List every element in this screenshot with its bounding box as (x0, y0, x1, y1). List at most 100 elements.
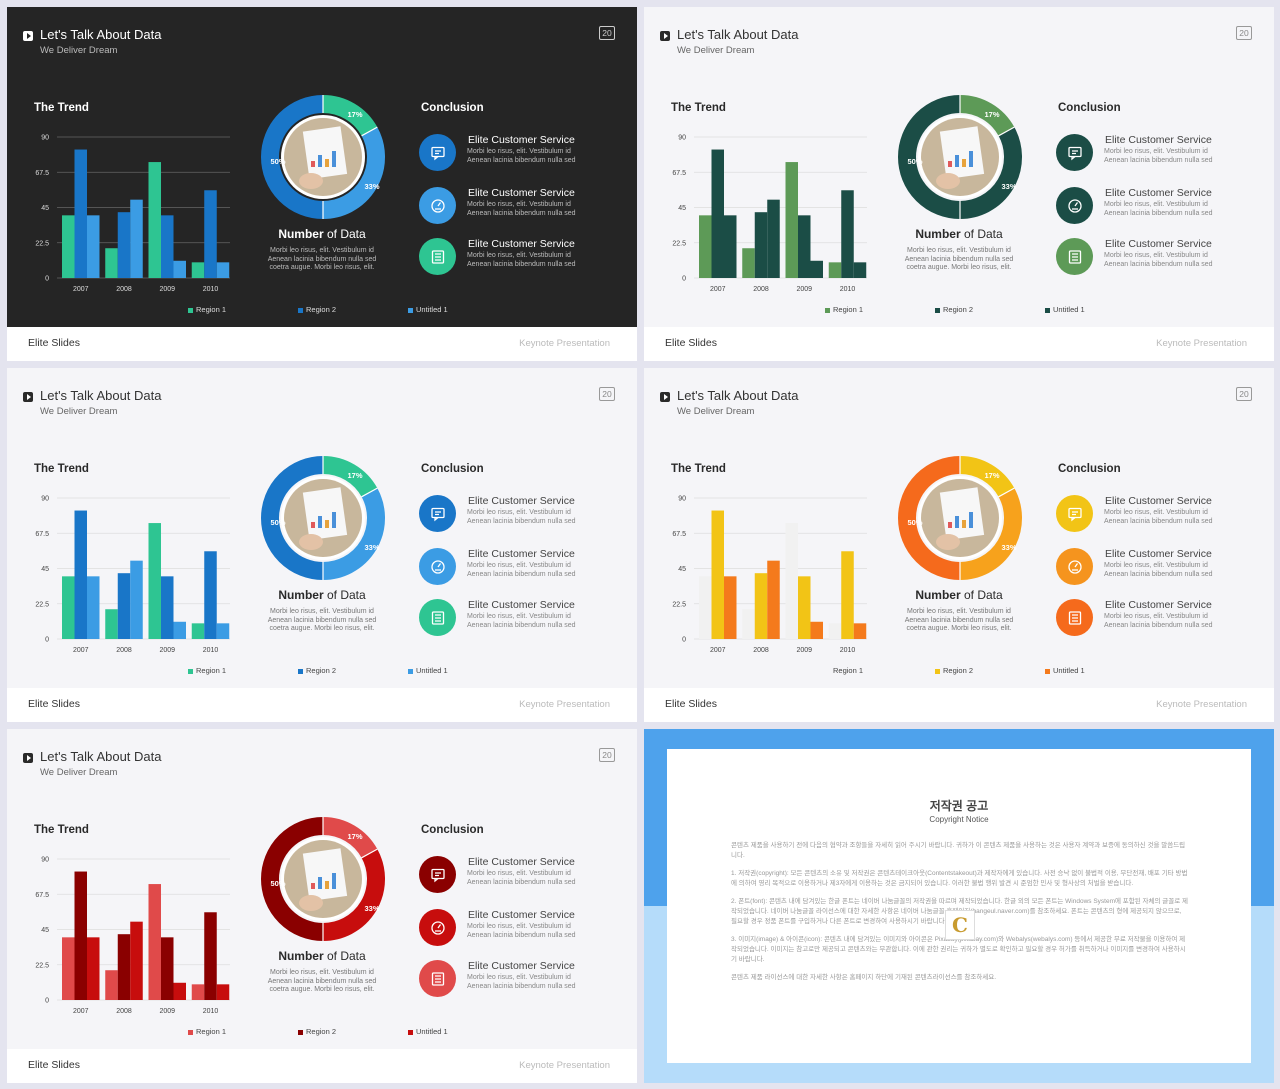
donut-label: 17% (347, 471, 362, 480)
photo-chart-bar (955, 516, 959, 528)
conclusion-item-title: Elite Customer Service (468, 960, 575, 972)
legend-entry: Untitled 1 (408, 1027, 448, 1036)
page-number: 20 (599, 748, 615, 762)
donut-label: 17% (984, 110, 999, 119)
conclusion-item-title: Elite Customer Service (1105, 548, 1212, 560)
bar-untitled-1-2007 (87, 215, 100, 278)
bar-region-2-2009 (798, 215, 811, 278)
title-rest: Customer Service (1125, 238, 1212, 250)
page-number: 20 (1236, 387, 1252, 401)
gauge-icon (419, 187, 456, 224)
bar-region-1-2009 (148, 884, 161, 1000)
desc-line: Morbi leo risus, elit. Vestibulum id (1104, 148, 1208, 155)
desc-line: Morbi leo risus, elit. Vestibulum id (1104, 252, 1208, 259)
x-tick-label: 2010 (203, 1008, 219, 1015)
bar-region-1-2007 (62, 937, 75, 1000)
slide-subtitle: We Deliver Dream (677, 406, 755, 417)
conclusion-item-title: Elite Customer Service (1105, 495, 1212, 507)
trend-bar-chart: 90 67.5 45 22.5 0 2007 2008 2009 2010 (672, 496, 867, 654)
x-tick-label: 2010 (203, 286, 219, 293)
desc-line: Morbi leo risus, elit. Vestibulum id (467, 923, 571, 930)
bar-region-2-2009 (161, 215, 174, 278)
slide-subtitle: We Deliver Dream (40, 45, 118, 56)
bar-region-2-2010 (204, 551, 217, 639)
title-rest: Customer Service (488, 960, 575, 972)
donut-segment (322, 127, 385, 219)
conclusion-heading: Conclusion (421, 102, 484, 114)
photo-chart-bar (955, 155, 959, 167)
x-tick-label: 2010 (203, 647, 219, 654)
legend-entry: Region 1 (188, 305, 226, 314)
donut-segment (898, 95, 961, 219)
nod-rest: of Data (323, 227, 366, 241)
donut-label: 50% (270, 879, 285, 888)
photo-hand (936, 534, 960, 550)
photo-paper (302, 848, 348, 902)
donut-label: 33% (364, 182, 379, 191)
y-tick-label: 45 (41, 927, 49, 934)
donut-chart: 17% 50% 33% (898, 456, 1022, 580)
photo-chart-bar (969, 512, 973, 528)
desc-line: Aenean lacinia bibendum nulla sed (467, 621, 576, 629)
bar-region-1-2009 (785, 162, 798, 278)
donut-chart: 17% 50% 33% (898, 95, 1022, 219)
nod-desc-line: Morbi leo risus, elit. Vestibulum id (270, 608, 374, 615)
photo-chart-bar (311, 161, 315, 167)
notice-title: 저작권 공고 (929, 799, 989, 813)
title-bold: Elite (1105, 238, 1126, 250)
slide-title: Let's Talk About Data (40, 749, 162, 764)
conclusion-item-title: Elite Customer Service (1105, 134, 1212, 146)
bar-region-2-2008 (117, 934, 131, 1000)
photo-chart-bar (311, 883, 315, 889)
conclusion-item: Elite Customer Service Morbi leo risus, e… (1056, 134, 1266, 176)
nod-desc-line: Aenean lacinia bibendum nulla sed (267, 255, 377, 263)
legend-entry: Region 2 (935, 305, 973, 314)
play-icon (23, 31, 33, 41)
nod-desc-line: Morbi leo risus, elit. Vestibulum id (270, 247, 374, 254)
y-tick-label: 22.5 (35, 601, 49, 608)
title-rest: Customer Service (488, 599, 575, 611)
slide-footer: Elite Slides Keynote Presentation (7, 327, 637, 361)
legend-entry: Region 1 (188, 1027, 226, 1036)
nod-bold: Number (278, 949, 324, 963)
y-tick-label: 45 (678, 205, 686, 212)
bar-region-1-2009 (148, 523, 161, 639)
title-rest: Customer Service (488, 548, 575, 560)
bar-region-1-2008 (105, 970, 118, 1000)
x-tick-label: 2007 (710, 286, 726, 293)
y-tick-label: 67.5 (35, 531, 49, 538)
nod-rest: of Data (960, 588, 1003, 602)
x-tick-label: 2009 (159, 286, 175, 293)
conclusion-item-title: Elite Customer Service (468, 856, 575, 868)
y-tick-label: 67.5 (672, 531, 686, 538)
photo-hand (299, 895, 323, 911)
conclusion-item-title: Elite Customer Service (468, 909, 575, 921)
desc-line: Morbi leo risus, elit. Vestibulum id (1104, 509, 1208, 516)
x-tick-label: 2008 (753, 286, 769, 293)
donut-chart: 17% 50% 33% (261, 456, 385, 580)
x-tick-label: 2008 (116, 1008, 132, 1015)
desc-line: Aenean lacinia bibendum nulla sed (1104, 517, 1213, 525)
page-number: 20 (1236, 26, 1252, 40)
bar-untitled-1-2007 (87, 937, 100, 1000)
conclusion-item-title: Elite Customer Service (468, 548, 575, 560)
slide-subtitle: We Deliver Dream (40, 406, 118, 417)
legend-swatch (825, 307, 830, 313)
bar-region-1-2010 (828, 262, 842, 278)
desc-line: Morbi leo risus, elit. Vestibulum id (467, 974, 571, 981)
nod-desc-line: coetra augue. Morbi leo risus, elit. (906, 625, 1012, 632)
legend-swatch (825, 669, 830, 674)
desc-line: Morbi leo risus, elit. Vestibulum id (467, 148, 571, 155)
donut-label: 17% (347, 110, 362, 119)
bar-region-1-2010 (828, 623, 842, 639)
legend-swatch (188, 307, 193, 313)
number-of-data-heading: Number of Data (884, 227, 1034, 241)
title-rest: Customer Service (488, 238, 575, 250)
legend-entry: Untitled 1 (1045, 305, 1085, 314)
donut-segment (322, 95, 378, 137)
conclusion-item: Elite Customer Service Morbi leo risus, e… (419, 495, 629, 537)
bar-region-2-2010 (841, 190, 854, 278)
title-bold: Elite (1105, 134, 1126, 146)
donut-label: 50% (270, 518, 285, 527)
conclusion-item-desc: Morbi leo risus, elit. Vestibulum id Aene… (1104, 509, 1213, 526)
